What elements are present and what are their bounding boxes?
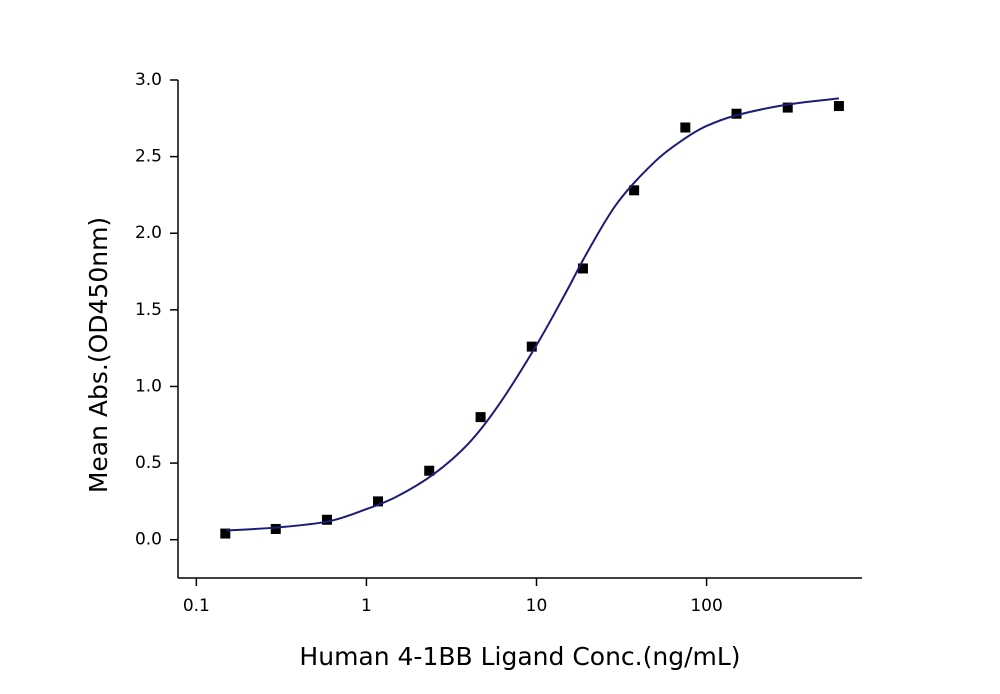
fit-curve — [226, 97, 840, 532]
y-axis-title: Mean Abs.(OD450nm) — [84, 217, 113, 493]
y-tick-label: 0.5 — [135, 453, 162, 473]
data-point — [526, 341, 537, 352]
data-point — [475, 412, 486, 423]
y-tick-label: 0.0 — [135, 530, 162, 550]
data-point — [680, 122, 691, 133]
data-point — [833, 101, 844, 112]
y-tick-label: 2.5 — [135, 147, 162, 167]
x-tick-label: 1 — [361, 596, 372, 616]
x-tick-label: 10 — [526, 596, 548, 616]
data-point — [424, 465, 435, 476]
y-tick-label: 3.0 — [135, 70, 162, 90]
data-point — [373, 496, 384, 507]
x-tick-label: 0.1 — [183, 596, 210, 616]
data-point — [270, 523, 281, 534]
data-point — [321, 514, 332, 525]
y-tick-label: 1.0 — [135, 376, 162, 396]
data-point — [220, 528, 231, 539]
data-point — [629, 185, 640, 196]
data-point — [577, 263, 588, 274]
y-tick-label: 1.5 — [135, 300, 162, 320]
data-point — [731, 108, 742, 119]
x-axis-title: Human 4-1BB Ligand Conc.(ng/mL) — [299, 642, 740, 671]
data-point — [782, 102, 793, 113]
x-tick-label: 100 — [690, 596, 722, 616]
y-tick-label: 2.0 — [135, 223, 162, 243]
